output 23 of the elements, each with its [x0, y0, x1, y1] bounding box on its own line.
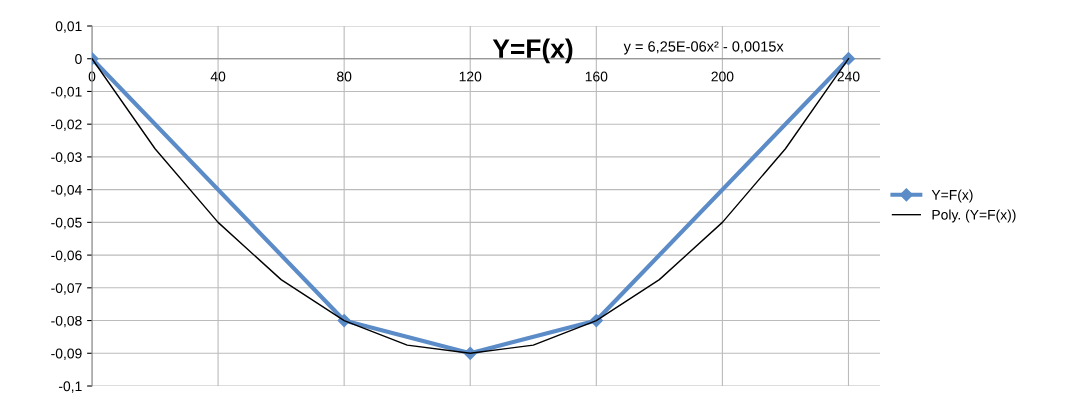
y-tick-label: -0,05 [51, 217, 82, 230]
legend-label: Poly. (Y=F(x)) [932, 209, 1016, 223]
x-tick-label: 200 [711, 71, 734, 82]
x-tick-label: 0 [88, 71, 96, 82]
annotation: y = 6,25E-06x² - 0,0015x [623, 41, 784, 55]
y-tick-label: -0,08 [51, 315, 82, 328]
chart-title: Y=F(x) [492, 38, 573, 64]
x-tick-label: 240 [837, 71, 860, 82]
y-tick-label: -0,09 [51, 348, 82, 361]
y-tick-label: 0 [75, 54, 82, 64]
y-tick-label: -0,04 [51, 184, 82, 197]
x-tick-label: 160 [585, 71, 608, 82]
legend-label: Y=F(x) [931, 189, 973, 203]
y-tick-label: -0,01 [51, 86, 82, 99]
y-tick-label: -0,1 [58, 381, 82, 393]
y-tick-label: -0,03 [51, 152, 82, 164]
y-tick-label: -0,02 [51, 119, 82, 131]
y-tick-label: -0,07 [51, 283, 82, 295]
x-tick-label: 40 [210, 71, 226, 82]
x-tick-label: 80 [337, 71, 352, 82]
y-tick-label: -0,06 [51, 250, 82, 262]
y-tick-label: 0,01 [55, 21, 82, 33]
x-tick-label: 120 [459, 71, 482, 82]
